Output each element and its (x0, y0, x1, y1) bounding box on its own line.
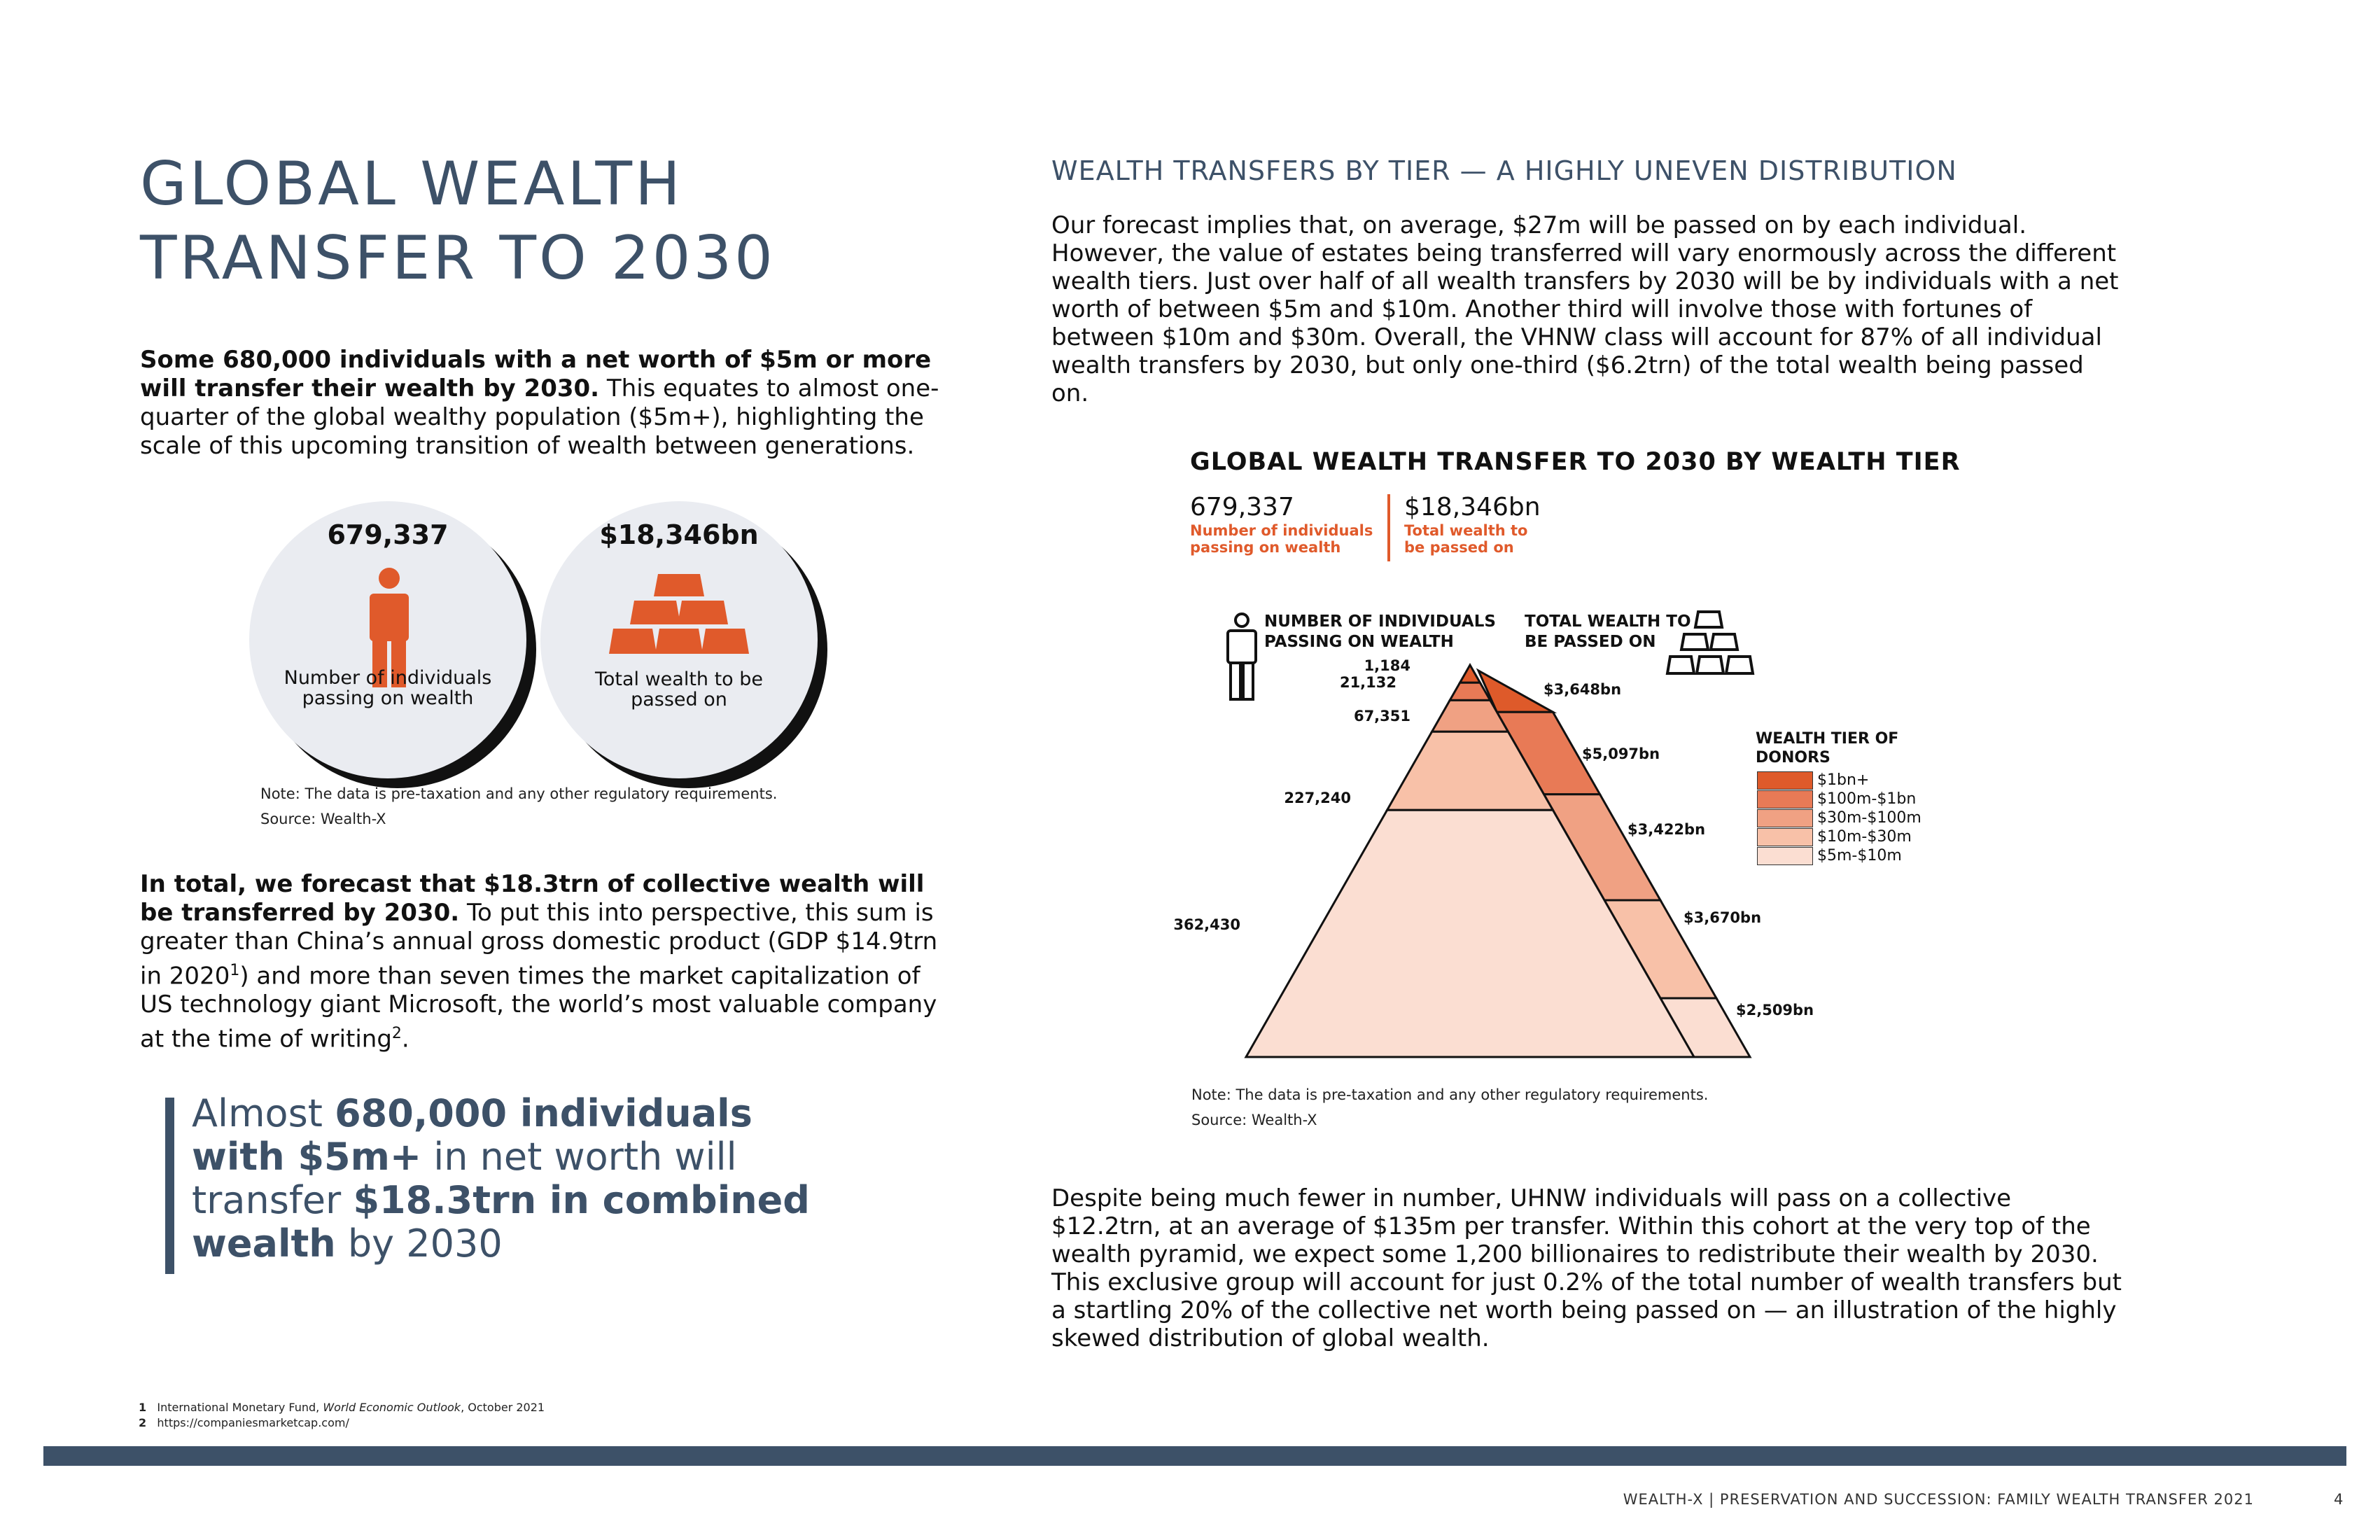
uhnw-paragraph: Despite being much fewer in number, UHNW… (1051, 1184, 2122, 1352)
individuals-label-1: 21,132 (1340, 674, 1396, 691)
forecast-paragraph: In total, we forecast that $18.3trn of c… (140, 870, 945, 1054)
left-chart-header: NUMBER OF INDIVIDUALS PASSING ON WEALTH (1264, 612, 1496, 651)
gold-bars-icon (609, 574, 749, 654)
individuals-band-4 (1244, 808, 1696, 1058)
pull-quote: Almost 680,000 individuals with $5m+ in … (192, 1092, 822, 1266)
page-title: GLOBAL WEALTH TRANSFER TO 2030 (140, 147, 980, 295)
legend-label: $10m-$30m (1817, 828, 1912, 846)
page-number: 4 (2334, 1491, 2344, 1508)
footnote-italic: World Economic Outlook (323, 1401, 461, 1414)
footnote-text: International Monetary Fund, (157, 1401, 323, 1414)
quote-accent-bar (165, 1098, 174, 1274)
footer-bar (43, 1446, 2346, 1466)
individuals-circle: 679,337 Number of individuals passing on… (249, 501, 526, 778)
quote-emphasis: $18.3trn in combined wealth (192, 1178, 810, 1266)
person-icon (370, 568, 409, 687)
stat-divider (1387, 494, 1390, 561)
quote-part: Almost (192, 1091, 335, 1135)
individuals-label-4: 362,430 (1173, 916, 1240, 933)
wealth-label-0: $3,648bn (1544, 681, 1621, 698)
legend-swatch (1757, 790, 1813, 808)
footnote-text: , October 2021 (461, 1401, 545, 1414)
footnote-ref-1: 1 (230, 962, 240, 979)
page-title-line2: TRANSFER TO 2030 (140, 223, 776, 293)
wealth-label-3: $3,670bn (1684, 909, 1761, 926)
footnote-link[interactable]: https://companiesmarketcap.com/ (157, 1416, 349, 1429)
forecast-end: . (401, 1025, 410, 1054)
legend-label: $1bn+ (1817, 771, 1870, 789)
chart-total-individuals: 679,337 (1190, 493, 1294, 522)
intro-paragraph: Some 680,000 individuals with a net wort… (140, 346, 945, 461)
footnote-1: 1 International Monetary Fund, World Eco… (139, 1400, 545, 1415)
legend-label: $100m-$1bn (1817, 790, 1917, 808)
chart-title: GLOBAL WEALTH TRANSFER TO 2030 BY WEALTH… (1190, 448, 1961, 476)
circle-wealth-label: Total wealth to be passed on (594, 668, 764, 710)
source-left: Source: Wealth-X (260, 811, 386, 827)
wealth-label-4: $2,509bn (1736, 1002, 1814, 1018)
note-left: Note: The data is pre-taxation and any o… (260, 785, 778, 802)
note-right: Note: The data is pre-taxation and any o… (1191, 1086, 1709, 1103)
section-heading: WEALTH TRANSFERS BY TIER — A HIGHLY UNEV… (1051, 155, 1957, 186)
legend-swatch (1757, 809, 1813, 827)
quote-part: in net worth will transfer (192, 1135, 737, 1222)
individuals-label-2: 67,351 (1354, 708, 1410, 724)
quote-emphasis: 680,000 individuals with $5m+ (192, 1091, 752, 1179)
source-right: Source: Wealth-X (1191, 1112, 1317, 1128)
intro-rest: This equates to almost one-quarter of th… (140, 374, 939, 460)
legend-swatch (1757, 847, 1813, 865)
tier-paragraph: Our forecast implies that, on average, $… (1051, 211, 2119, 407)
forecast-bold: In total, we forecast that $18.3trn of c… (140, 870, 925, 927)
footer-text: WEALTH-X | PRESERVATION AND SUCCESSION: … (1623, 1491, 2254, 1508)
chart-total-individuals-label: Number of individuals passing on wealth (1190, 522, 1373, 556)
person-outline-icon (1226, 612, 1257, 701)
circle-individuals-label: Number of individuals passing on wealth (284, 667, 492, 709)
legend-label: $30m-$100m (1817, 809, 1921, 827)
chart-total-wealth-label: Total wealth to be passed on (1404, 522, 1528, 556)
forecast-rest-a: To put this into perspective, this sum i… (140, 899, 938, 990)
forecast-rest-b: ) and more than seven times the market c… (140, 962, 937, 1054)
legend-swatch (1757, 771, 1813, 790)
right-chart-header: TOTAL WEALTH TO BE PASSED ON (1525, 612, 1691, 651)
gold-bars-outline-icon (1665, 610, 1755, 675)
legend-label: $5m-$10m (1817, 847, 1902, 864)
wealth-label-2: $3,422bn (1628, 821, 1705, 838)
wealth-label-1: $5,097bn (1582, 746, 1660, 762)
individuals-label-0: 1,184 (1364, 657, 1410, 674)
circle-individuals-value: 679,337 (327, 519, 449, 550)
footnote-number: 1 (139, 1401, 147, 1414)
footnote-2: 2 https://companiesmarketcap.com/ (139, 1415, 349, 1431)
page-title-line1: GLOBAL WEALTH (140, 149, 683, 219)
legend: $1bn+ $100m-$1bn $30m-$100m $10m-$30m $5m-$1… (1757, 771, 1953, 869)
wealth-circle: $18,346bn Total wealth to be passed on (540, 501, 818, 778)
intro-bold: Some 680,000 individuals with a net wort… (140, 346, 932, 402)
footnote-ref-2: 2 (391, 1025, 402, 1043)
legend-title: WEALTH TIER OF DONORS (1756, 730, 1899, 766)
legend-swatch (1757, 828, 1813, 846)
individuals-band-0 (1458, 662, 1482, 684)
individuals-label-3: 227,240 (1284, 790, 1351, 806)
chart-total-wealth: $18,346bn (1404, 493, 1541, 522)
quote-part: by 2030 (335, 1222, 503, 1266)
footnote-number: 2 (139, 1416, 147, 1429)
circle-wealth-value: $18,346bn (599, 519, 759, 550)
